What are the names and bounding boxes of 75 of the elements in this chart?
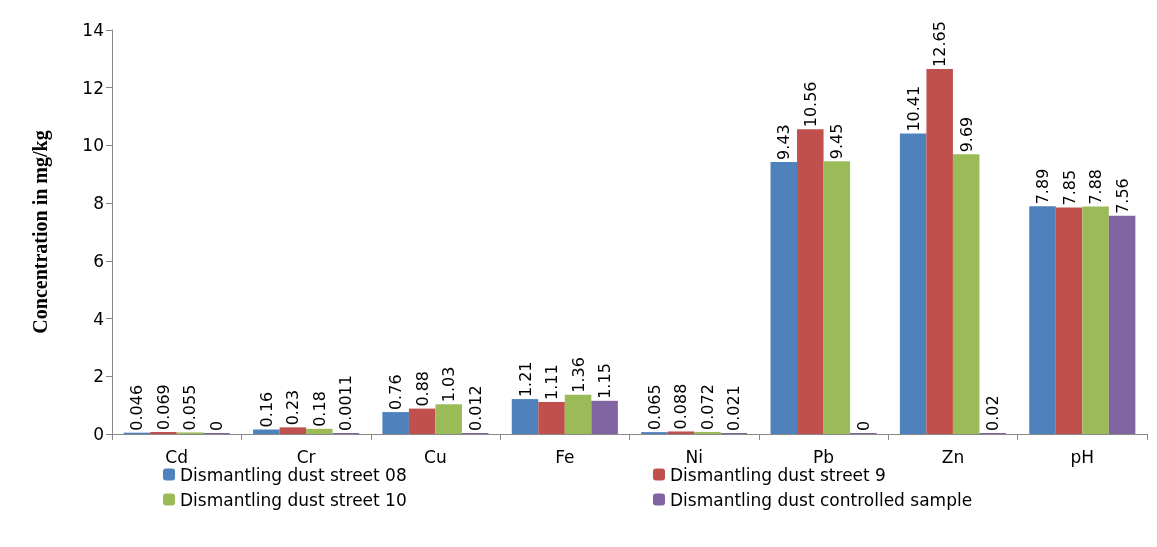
y-tick-label: 14 [82,20,104,40]
bar [926,68,953,434]
data-label: 9.43 [774,124,794,160]
y-tick-label: 2 [93,366,104,387]
data-label: 0.76 [386,374,406,411]
y-tick-label: 6 [93,250,104,271]
data-label: 1.21 [515,361,535,398]
data-label: 0.18 [309,391,329,427]
data-label: 0 [206,420,226,431]
x-tick-label: Cu [424,446,447,467]
data-label: 9.45 [827,123,847,160]
data-label: 7.85 [1059,169,1079,206]
data-label: 0.055 [180,384,200,431]
data-label: 10.41 [903,85,923,132]
x-tick-label: Fe [555,446,575,467]
bar [408,408,436,434]
bar [538,401,565,434]
data-label: 0.012 [465,385,485,431]
data-label: 7.56 [1112,178,1132,214]
data-label: 10.56 [800,81,820,128]
data-label: 0.069 [153,384,173,431]
y-tick-label: 0 [93,424,104,444]
bar [279,427,307,434]
data-label: 0.0011 [336,375,356,431]
bar [564,394,592,434]
data-label: 0.046 [127,384,147,431]
bar [899,133,927,434]
bar [1055,207,1083,434]
data-label: 7.88 [1086,168,1106,205]
data-label: 0.065 [644,384,664,431]
x-tick-label: Pb [813,446,835,467]
data-label: 1.36 [568,357,588,393]
bar [382,412,409,434]
x-tick-label: pH [1070,446,1095,467]
bar [952,154,980,434]
bar [1082,206,1109,434]
data-label: 0.072 [697,384,717,430]
data-label: 1.15 [595,363,615,399]
y-tick-label: 10 [82,135,104,156]
legend-label: Dismantling dust controlled sample [670,489,973,510]
bar [797,129,824,434]
data-label: 0.088 [671,383,691,430]
data-label: 1.03 [439,366,459,403]
y-axis-title: Concentration in mg/kg [29,130,52,334]
x-tick-label: Cd [165,446,189,467]
y-tick-label: 8 [93,193,104,214]
data-label: 0.02 [983,395,1003,431]
bar [253,429,280,434]
bar [694,431,721,434]
bar [667,431,695,434]
data-label: 0.16 [256,391,276,428]
x-tick-label: Zn [941,446,965,467]
y-tick-label: 12 [82,77,104,98]
bar [823,161,851,434]
y-tick-label: 4 [93,308,104,329]
bar [435,404,462,434]
legend-label: Dismantling dust street 9 [670,464,886,485]
bar [306,428,333,434]
data-label: 0.23 [283,389,303,426]
bar [511,399,539,434]
x-tick-label: Ni [685,446,703,467]
data-label: 0 [853,420,873,431]
bar [591,400,618,434]
bar [1108,215,1136,434]
bar [770,161,798,434]
data-label: 7.89 [1033,168,1053,205]
data-label: 9.69 [956,116,976,153]
data-label: 0.88 [412,370,432,407]
data-label: 0.021 [724,385,744,431]
legend-label: Dismantling dust street 08 [180,464,407,485]
data-label: 1.11 [542,364,562,400]
data-label: 12.65 [930,21,950,67]
legend-label: Dismantling dust street 10 [180,489,407,510]
bar [1029,206,1056,434]
x-tick-label: Cr [296,446,316,467]
